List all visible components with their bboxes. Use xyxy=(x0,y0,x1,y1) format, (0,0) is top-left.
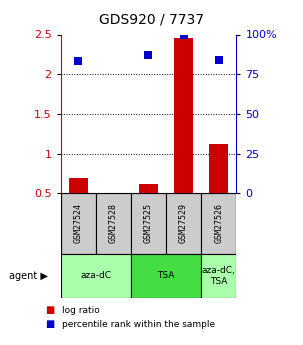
Bar xyxy=(209,144,228,193)
Bar xyxy=(68,178,88,193)
Text: ■: ■ xyxy=(45,319,55,329)
Text: log ratio: log ratio xyxy=(62,306,100,315)
Bar xyxy=(201,254,236,298)
Bar xyxy=(61,254,131,298)
Text: TSA: TSA xyxy=(157,272,175,280)
Text: ■: ■ xyxy=(45,306,55,315)
Text: aza-dC: aza-dC xyxy=(80,272,111,280)
Bar xyxy=(131,193,166,254)
Bar xyxy=(131,254,201,298)
Bar xyxy=(96,193,131,254)
Text: percentile rank within the sample: percentile rank within the sample xyxy=(62,320,215,329)
Bar xyxy=(61,193,96,254)
Bar xyxy=(201,193,236,254)
Text: GSM27524: GSM27524 xyxy=(74,204,83,243)
Text: GSM27528: GSM27528 xyxy=(109,204,118,243)
Text: GSM27529: GSM27529 xyxy=(179,204,188,243)
Text: GDS920 / 7737: GDS920 / 7737 xyxy=(99,12,204,26)
Text: aza-dC,
TSA: aza-dC, TSA xyxy=(202,266,236,286)
Bar xyxy=(139,184,158,193)
Text: GSM27526: GSM27526 xyxy=(214,204,223,243)
Bar xyxy=(166,193,201,254)
Text: agent ▶: agent ▶ xyxy=(9,271,48,281)
Text: GSM27525: GSM27525 xyxy=(144,204,153,243)
Bar xyxy=(174,38,193,193)
